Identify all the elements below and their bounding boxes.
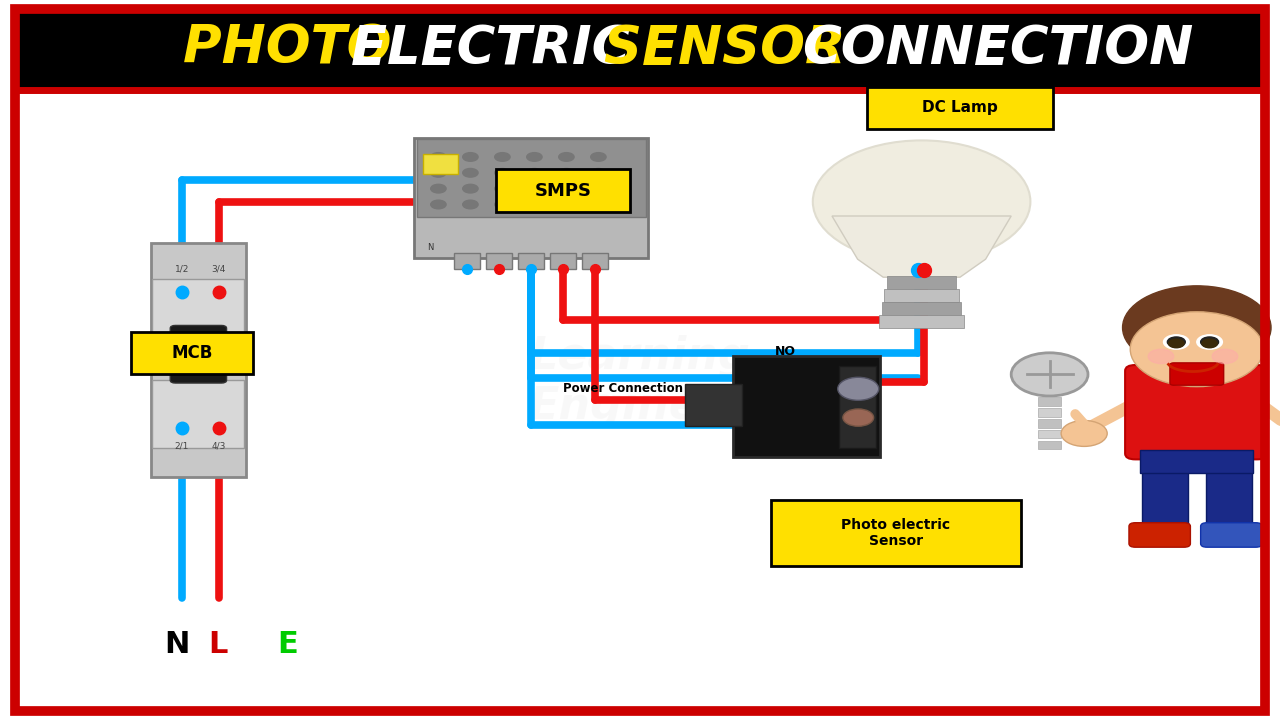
FancyBboxPatch shape xyxy=(1170,363,1224,385)
Circle shape xyxy=(813,140,1030,263)
Circle shape xyxy=(463,153,479,161)
Circle shape xyxy=(430,153,447,161)
FancyBboxPatch shape xyxy=(879,315,964,328)
Circle shape xyxy=(495,153,511,161)
Text: L: L xyxy=(207,630,228,659)
FancyBboxPatch shape xyxy=(454,253,480,269)
FancyBboxPatch shape xyxy=(550,253,576,269)
Circle shape xyxy=(1130,312,1263,387)
Circle shape xyxy=(1148,349,1174,364)
Circle shape xyxy=(559,153,573,161)
Text: N: N xyxy=(428,243,433,252)
Text: 3/4: 3/4 xyxy=(211,264,227,274)
FancyBboxPatch shape xyxy=(1201,523,1262,547)
Circle shape xyxy=(1167,337,1185,347)
Circle shape xyxy=(463,200,479,209)
FancyBboxPatch shape xyxy=(1038,419,1061,428)
FancyBboxPatch shape xyxy=(686,384,742,426)
Circle shape xyxy=(1202,339,1217,348)
Circle shape xyxy=(1164,335,1189,349)
FancyBboxPatch shape xyxy=(151,243,246,477)
FancyBboxPatch shape xyxy=(884,289,959,302)
Circle shape xyxy=(495,168,511,177)
FancyBboxPatch shape xyxy=(152,380,244,448)
Circle shape xyxy=(844,409,874,426)
Text: N: N xyxy=(164,630,189,659)
Circle shape xyxy=(1011,353,1088,396)
Circle shape xyxy=(527,153,543,161)
FancyBboxPatch shape xyxy=(840,366,876,448)
FancyBboxPatch shape xyxy=(422,154,458,174)
Text: 2/1: 2/1 xyxy=(174,441,189,451)
Text: 1/2: 1/2 xyxy=(174,264,189,274)
Circle shape xyxy=(430,184,447,193)
FancyBboxPatch shape xyxy=(415,138,648,258)
FancyBboxPatch shape xyxy=(882,302,961,315)
Text: SENSOR: SENSOR xyxy=(604,23,864,75)
Circle shape xyxy=(430,168,447,177)
FancyBboxPatch shape xyxy=(170,325,227,383)
Circle shape xyxy=(495,184,511,193)
Circle shape xyxy=(559,184,573,193)
FancyBboxPatch shape xyxy=(1038,430,1061,438)
FancyBboxPatch shape xyxy=(152,279,244,347)
Text: MCB: MCB xyxy=(172,344,212,361)
FancyBboxPatch shape xyxy=(582,253,608,269)
FancyBboxPatch shape xyxy=(15,9,1265,90)
FancyBboxPatch shape xyxy=(1038,397,1061,406)
Text: 4/3: 4/3 xyxy=(211,441,227,451)
FancyBboxPatch shape xyxy=(1206,466,1252,531)
Circle shape xyxy=(591,153,607,161)
Text: SMPS: SMPS xyxy=(535,181,591,199)
FancyBboxPatch shape xyxy=(1140,450,1253,473)
Circle shape xyxy=(838,377,879,400)
Text: Photo electric
Sensor: Photo electric Sensor xyxy=(841,518,951,548)
Circle shape xyxy=(1061,420,1107,446)
Circle shape xyxy=(527,200,543,209)
Circle shape xyxy=(430,200,447,209)
FancyBboxPatch shape xyxy=(131,332,253,374)
FancyBboxPatch shape xyxy=(417,139,646,217)
Circle shape xyxy=(1123,286,1271,369)
Circle shape xyxy=(527,184,543,193)
Polygon shape xyxy=(832,216,1011,277)
Circle shape xyxy=(463,184,479,193)
FancyBboxPatch shape xyxy=(1038,408,1061,417)
Text: E: E xyxy=(278,630,298,659)
FancyBboxPatch shape xyxy=(1125,365,1267,459)
Text: ELECTRIC: ELECTRIC xyxy=(351,23,649,75)
Circle shape xyxy=(559,168,573,177)
Text: NO: NO xyxy=(774,345,795,358)
FancyBboxPatch shape xyxy=(497,169,630,212)
FancyBboxPatch shape xyxy=(732,356,881,457)
FancyBboxPatch shape xyxy=(1129,523,1190,547)
FancyBboxPatch shape xyxy=(1038,441,1061,449)
Circle shape xyxy=(463,168,479,177)
Text: Learning
Engineer: Learning Engineer xyxy=(529,336,751,428)
Circle shape xyxy=(495,200,511,209)
FancyBboxPatch shape xyxy=(518,253,544,269)
Text: DC Lamp: DC Lamp xyxy=(922,101,998,115)
FancyBboxPatch shape xyxy=(887,276,956,289)
Circle shape xyxy=(527,168,543,177)
Text: CONNECTION: CONNECTION xyxy=(803,23,1194,75)
FancyBboxPatch shape xyxy=(868,87,1052,129)
Text: Power Connection: Power Connection xyxy=(563,382,684,395)
FancyBboxPatch shape xyxy=(771,500,1020,566)
Circle shape xyxy=(591,184,607,193)
Circle shape xyxy=(591,168,607,177)
Circle shape xyxy=(591,200,607,209)
FancyBboxPatch shape xyxy=(1142,466,1188,531)
Circle shape xyxy=(1169,339,1184,348)
Circle shape xyxy=(1201,337,1219,347)
FancyBboxPatch shape xyxy=(486,253,512,269)
Circle shape xyxy=(559,200,573,209)
Circle shape xyxy=(1197,335,1222,349)
Circle shape xyxy=(1212,349,1238,364)
Text: PHOTO: PHOTO xyxy=(183,23,410,75)
